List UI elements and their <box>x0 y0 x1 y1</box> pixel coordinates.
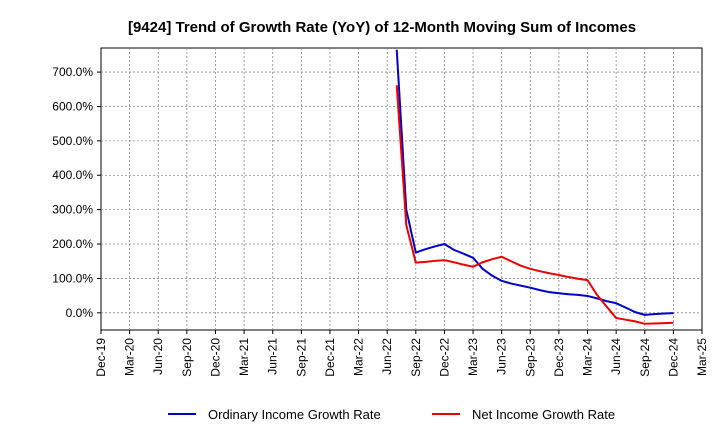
x-tick-label: Mar-23 <box>466 338 480 376</box>
y-tick-label: 100.0% <box>52 271 93 285</box>
plot-frame <box>100 47 703 331</box>
x-tick-label: Dec-19 <box>94 338 108 377</box>
legend: Ordinary Income Growth Rate Net Income Gr… <box>168 407 615 422</box>
x-tick-label: Jun-22 <box>380 338 394 375</box>
series-line-1 <box>395 49 674 316</box>
x-tick-label: Dec-24 <box>666 338 680 377</box>
x-tick-label: Jun-21 <box>266 338 280 375</box>
x-tick-label: Sep-23 <box>523 338 537 377</box>
x-tick-label: Mar-24 <box>581 338 595 376</box>
y-tick-label: 700.0% <box>52 65 93 79</box>
y-tick-label: 400.0% <box>52 168 93 182</box>
series-layer <box>395 49 674 325</box>
series-line-2 <box>395 85 674 325</box>
x-tick-label: Sep-21 <box>294 338 308 377</box>
x-tick-label: Mar-21 <box>237 338 251 376</box>
x-tick-label: Mar-22 <box>352 338 366 376</box>
x-axis-ticks: Dec-19 Mar-20 Jun-20 Sep-20 Dec-20 Mar-21 Jun-… <box>94 330 709 377</box>
x-tick-label: Dec-20 <box>208 338 222 377</box>
x-tick-label: Sep-24 <box>638 338 652 377</box>
x-tick-label: Dec-21 <box>323 338 337 377</box>
x-tick-label: Mar-25 <box>695 338 709 376</box>
chart-title: [9424] Trend of Growth Rate (YoY) of 12-… <box>128 19 636 36</box>
x-tick-label: Jun-24 <box>609 338 623 375</box>
x-tick-label: Sep-22 <box>409 338 423 377</box>
y-axis-ticks: 0.0% 100.0% 200.0% 300.0% 400.0% 500.0% 600.0%… <box>52 65 101 320</box>
legend-label-2: Net Income Growth Rate <box>472 407 615 422</box>
x-tick-label: Jun-23 <box>495 338 509 375</box>
x-tick-label: Mar-20 <box>123 338 137 376</box>
y-tick-label: 200.0% <box>52 237 93 251</box>
x-tick-label: Dec-22 <box>437 338 451 377</box>
y-tick-label: 0.0% <box>66 306 94 320</box>
y-tick-label: 500.0% <box>52 134 93 148</box>
y-tick-label: 300.0% <box>52 203 93 217</box>
plot-area <box>100 47 703 331</box>
legend-label-1: Ordinary Income Growth Rate <box>208 407 381 422</box>
x-tick-label: Jun-20 <box>151 338 165 375</box>
y-tick-label: 600.0% <box>52 99 93 113</box>
x-tick-label: Dec-23 <box>552 338 566 377</box>
x-tick-label: Sep-20 <box>180 338 194 377</box>
